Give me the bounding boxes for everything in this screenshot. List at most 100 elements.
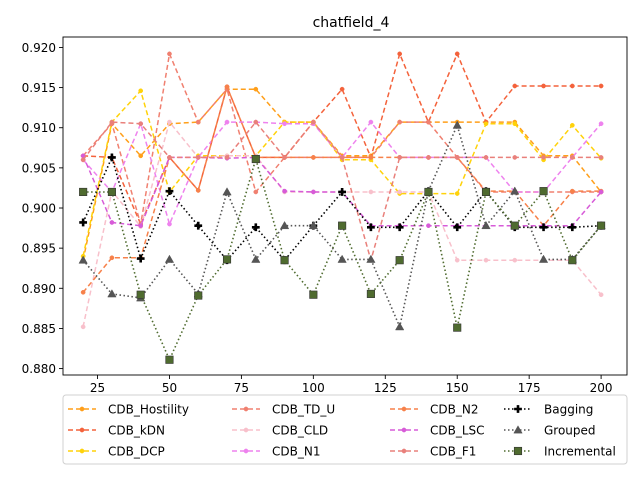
data-point [366,223,375,232]
data-point [569,83,575,89]
data-point [453,323,462,332]
data-point [512,155,518,160]
legend-item: CDB_TD_U [232,403,335,417]
series-line [82,155,602,262]
data-point [243,427,249,433]
legend-item: CDB_kDN [68,424,165,438]
data-point [109,119,115,125]
data-point [79,427,85,433]
data-point [195,187,201,193]
data-point [80,157,86,163]
data-point [222,187,232,196]
axes: 25 50 75 100 125 150 175 200 0.880 0.885 0.890 0.89… [22,36,628,395]
data-point [539,223,548,232]
legend-item: CDB_F1 [390,445,476,459]
data-point [80,289,86,295]
data-point [366,289,375,298]
data-point [282,188,287,194]
series-cdb-td-u [80,51,604,227]
y-tick-label: 0.880 [22,362,56,376]
series-line [82,88,602,261]
legend-item: CDB_DCP [68,445,165,459]
data-point [512,121,518,127]
data-point [395,223,404,232]
data-point [598,155,604,160]
series-bagging [79,153,606,265]
y-tick-label: 0.895 [22,242,56,256]
data-point [569,122,575,128]
data-point [368,189,374,195]
data-point [338,221,347,230]
plot-frame [62,36,628,376]
data-point [368,119,374,125]
data-point [194,221,203,230]
data-point [282,155,287,160]
data-point [454,51,460,57]
data-point [310,189,316,195]
data-point [510,186,520,195]
data-point [568,223,577,232]
legend-box [62,394,628,465]
data-point [541,155,546,160]
data-point [253,119,259,125]
y-tick-label: 0.915 [22,81,56,95]
legend-label: CDB_TD_U [272,403,335,417]
data-point [107,289,117,298]
series-incremental [79,154,606,364]
data-point [222,255,232,264]
y-tick-label: 0.890 [22,282,56,296]
x-tick-label: 50 [162,381,177,395]
data-point [79,187,88,197]
data-point [309,290,318,299]
data-point [397,189,403,195]
legend-item: CDB_LSC [390,424,485,438]
data-point [598,121,604,127]
data-point [138,88,144,94]
data-point [138,121,144,127]
series-line [82,89,602,257]
data-point [512,257,518,263]
data-point [481,220,491,230]
data-point [426,155,431,160]
y-tick-label: 0.900 [22,202,56,216]
data-point [195,119,201,125]
series-cdb-kdn [80,51,604,227]
data-point [401,427,407,433]
data-point [541,83,546,89]
data-point [539,187,548,196]
data-point [454,257,460,263]
legend-item: CDB_Hostility [68,403,189,417]
data-point [395,256,404,265]
data-point [397,51,403,57]
data-point [513,446,523,456]
data-point [138,223,144,229]
series-cdb-f1 [80,119,604,263]
legend-label: Bagging [544,403,593,417]
data-point [401,448,407,454]
data-point [512,83,518,89]
data-point [538,254,549,263]
data-point [597,221,606,230]
data-point [454,191,460,196]
data-point [243,448,249,454]
legend-item: Bagging [504,403,593,417]
data-point [167,155,172,160]
data-point [368,155,374,160]
legend-label: CDB_F1 [430,445,476,459]
data-point [194,291,203,300]
data-point [337,254,347,263]
data-point [79,218,88,227]
series-line [82,51,602,225]
data-point [80,324,86,330]
data-point [339,86,345,92]
plot-area [78,51,606,364]
data-point [598,83,604,89]
data-point [397,119,403,125]
legend-item: CDB_N1 [232,445,320,459]
data-point [514,405,522,413]
data-point [310,119,316,125]
data-point [253,86,259,92]
data-point [483,121,489,127]
data-point [224,155,230,160]
